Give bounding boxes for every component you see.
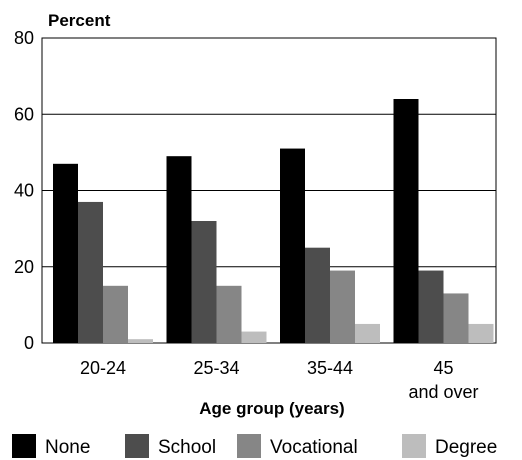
legend-label-degree: Degree xyxy=(435,437,497,458)
gridlines xyxy=(42,113,496,268)
bars xyxy=(53,99,494,343)
x-axis-ticks: 20-24 25-34 35-44 45 and over xyxy=(80,358,479,402)
bar-degree-3 xyxy=(468,323,494,343)
legend: None School Vocational Degree xyxy=(12,434,497,458)
y-axis-ticks: 0 20 40 60 80 xyxy=(14,28,34,353)
x-tick-label: and over xyxy=(408,382,478,402)
y-axis-label: Percent xyxy=(48,11,111,30)
bar-school-1 xyxy=(191,221,217,343)
bar-none-0 xyxy=(53,163,78,343)
bar-vocational-2 xyxy=(330,270,355,343)
legend-label-school: School xyxy=(158,437,216,458)
bar-none-3 xyxy=(393,99,419,343)
y-tick-label: 0 xyxy=(24,333,34,353)
bar-degree-1 xyxy=(241,331,267,343)
x-axis-label: Age group (years) xyxy=(199,399,344,418)
bar-vocational-0 xyxy=(103,285,128,343)
x-tick-label: 20-24 xyxy=(80,358,126,378)
legend-swatch-school xyxy=(125,434,149,458)
x-tick-label: 25-34 xyxy=(193,358,239,378)
x-tick-label: 45 xyxy=(433,358,453,378)
bar-vocational-3 xyxy=(443,293,469,343)
bar-vocational-1 xyxy=(216,285,242,343)
y-tick-label: 20 xyxy=(14,257,34,277)
x-tick-label: 35-44 xyxy=(307,358,353,378)
bar-school-2 xyxy=(305,247,330,343)
y-tick-label: 80 xyxy=(14,28,34,48)
legend-swatch-vocational xyxy=(237,434,261,458)
bar-school-0 xyxy=(78,201,103,343)
legend-label-vocational: Vocational xyxy=(270,437,358,458)
bar-degree-0 xyxy=(128,339,153,343)
y-tick-label: 60 xyxy=(14,104,34,124)
bar-degree-2 xyxy=(355,323,380,343)
legend-swatch-none xyxy=(12,434,36,458)
legend-label-none: None xyxy=(45,437,90,458)
bar-none-2 xyxy=(280,148,305,343)
y-tick-label: 40 xyxy=(14,181,34,201)
legend-swatch-degree xyxy=(402,434,426,458)
bar-school-3 xyxy=(418,270,444,343)
bar-none-1 xyxy=(166,156,192,343)
